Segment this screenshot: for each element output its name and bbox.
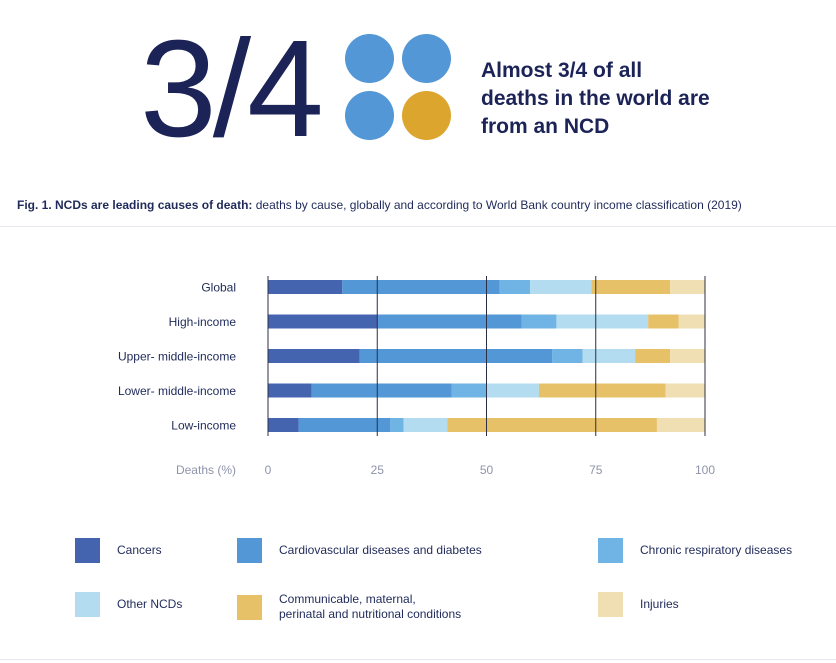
legend-swatch <box>237 538 262 563</box>
dot-4 <box>402 91 451 140</box>
legend-label: Injuries <box>640 597 679 611</box>
bar-segment <box>521 314 557 329</box>
bar-segment <box>591 280 671 294</box>
bar-segment <box>530 280 592 294</box>
dot-1 <box>345 34 394 83</box>
bar-segment <box>268 314 378 329</box>
quarter-dots-icon <box>345 34 451 140</box>
legend-item: Chronic respiratory diseases <box>598 538 792 563</box>
tick-label: 0 <box>265 463 272 477</box>
figure-caption-description: deaths by cause, globally and according … <box>252 198 742 212</box>
stacked-bar-chart: Global High-income Upper- middle-income Low… <box>118 276 715 477</box>
tick-label: 25 <box>371 463 385 477</box>
legend-label: Other NCDs <box>117 597 183 611</box>
figure-caption: Fig. 1. NCDs are leading causes of death… <box>17 198 827 212</box>
legend-item: Communicable, maternal, perinatal and nu… <box>237 592 461 622</box>
divider <box>0 659 836 660</box>
legend-swatch <box>237 594 262 620</box>
category-label: High-income <box>169 315 237 329</box>
bar-segment <box>447 418 657 432</box>
legend-item: Cancers <box>75 538 162 563</box>
dot-3 <box>345 91 394 140</box>
legend-item: Other NCDs <box>75 592 182 617</box>
bar-segment <box>359 349 553 363</box>
bar-segment <box>665 383 705 398</box>
bar-segment <box>486 383 539 398</box>
bar-segment <box>298 418 391 432</box>
bar-segment <box>556 314 649 329</box>
legend-item: Cardiovascular diseases and diabetes <box>237 538 482 563</box>
hero-statement: Almost 3/4 of all deaths in the world ar… <box>481 59 710 138</box>
tick-label: 75 <box>589 463 603 477</box>
legend-swatch <box>598 538 623 563</box>
legend-swatch <box>75 538 100 563</box>
bar-segment <box>390 418 404 432</box>
legend-label: Chronic respiratory diseases <box>640 543 793 557</box>
bar-segment <box>403 418 448 432</box>
hero-big-number: 3/4 <box>140 12 324 166</box>
bar-segment <box>451 383 487 398</box>
bar-segment <box>582 349 636 363</box>
bar-segment <box>635 349 671 363</box>
category-label: Low-income <box>171 419 236 433</box>
bar-segment <box>268 349 360 363</box>
tick-label: 50 <box>480 463 494 477</box>
legend-swatch <box>75 592 100 617</box>
legend-label: Cardiovascular diseases and diabetes <box>279 543 482 557</box>
bar-segment <box>499 280 531 294</box>
bar-segment <box>538 383 666 398</box>
bar-segment <box>377 314 522 329</box>
legend-item: Injuries <box>598 592 679 617</box>
bar-segment <box>648 314 679 329</box>
axis-label: Deaths (%) <box>176 463 236 477</box>
legend-label: Communicable, maternal, perinatal and nu… <box>279 592 462 621</box>
bar-segment <box>678 314 705 329</box>
bar-segment <box>268 383 312 398</box>
tick-label: 100 <box>695 463 715 477</box>
bar-segment <box>268 280 343 294</box>
category-label: Upper- middle-income <box>118 350 236 364</box>
bar-segment <box>552 349 583 363</box>
category-label: Lower- middle-income <box>118 384 236 398</box>
legend-swatch <box>598 592 623 617</box>
dot-2 <box>402 34 451 83</box>
figure-caption-title: Fig. 1. NCDs are leading causes of death… <box>17 198 253 212</box>
bar-segment <box>656 418 705 432</box>
bar-segment <box>670 280 705 294</box>
legend-label: Cancers <box>117 543 162 557</box>
bar-segment <box>311 383 452 398</box>
bar-segment <box>342 280 500 294</box>
bar-segment <box>268 418 299 432</box>
divider <box>0 226 836 227</box>
category-label: Global <box>201 281 236 295</box>
bar-segment <box>670 349 705 363</box>
